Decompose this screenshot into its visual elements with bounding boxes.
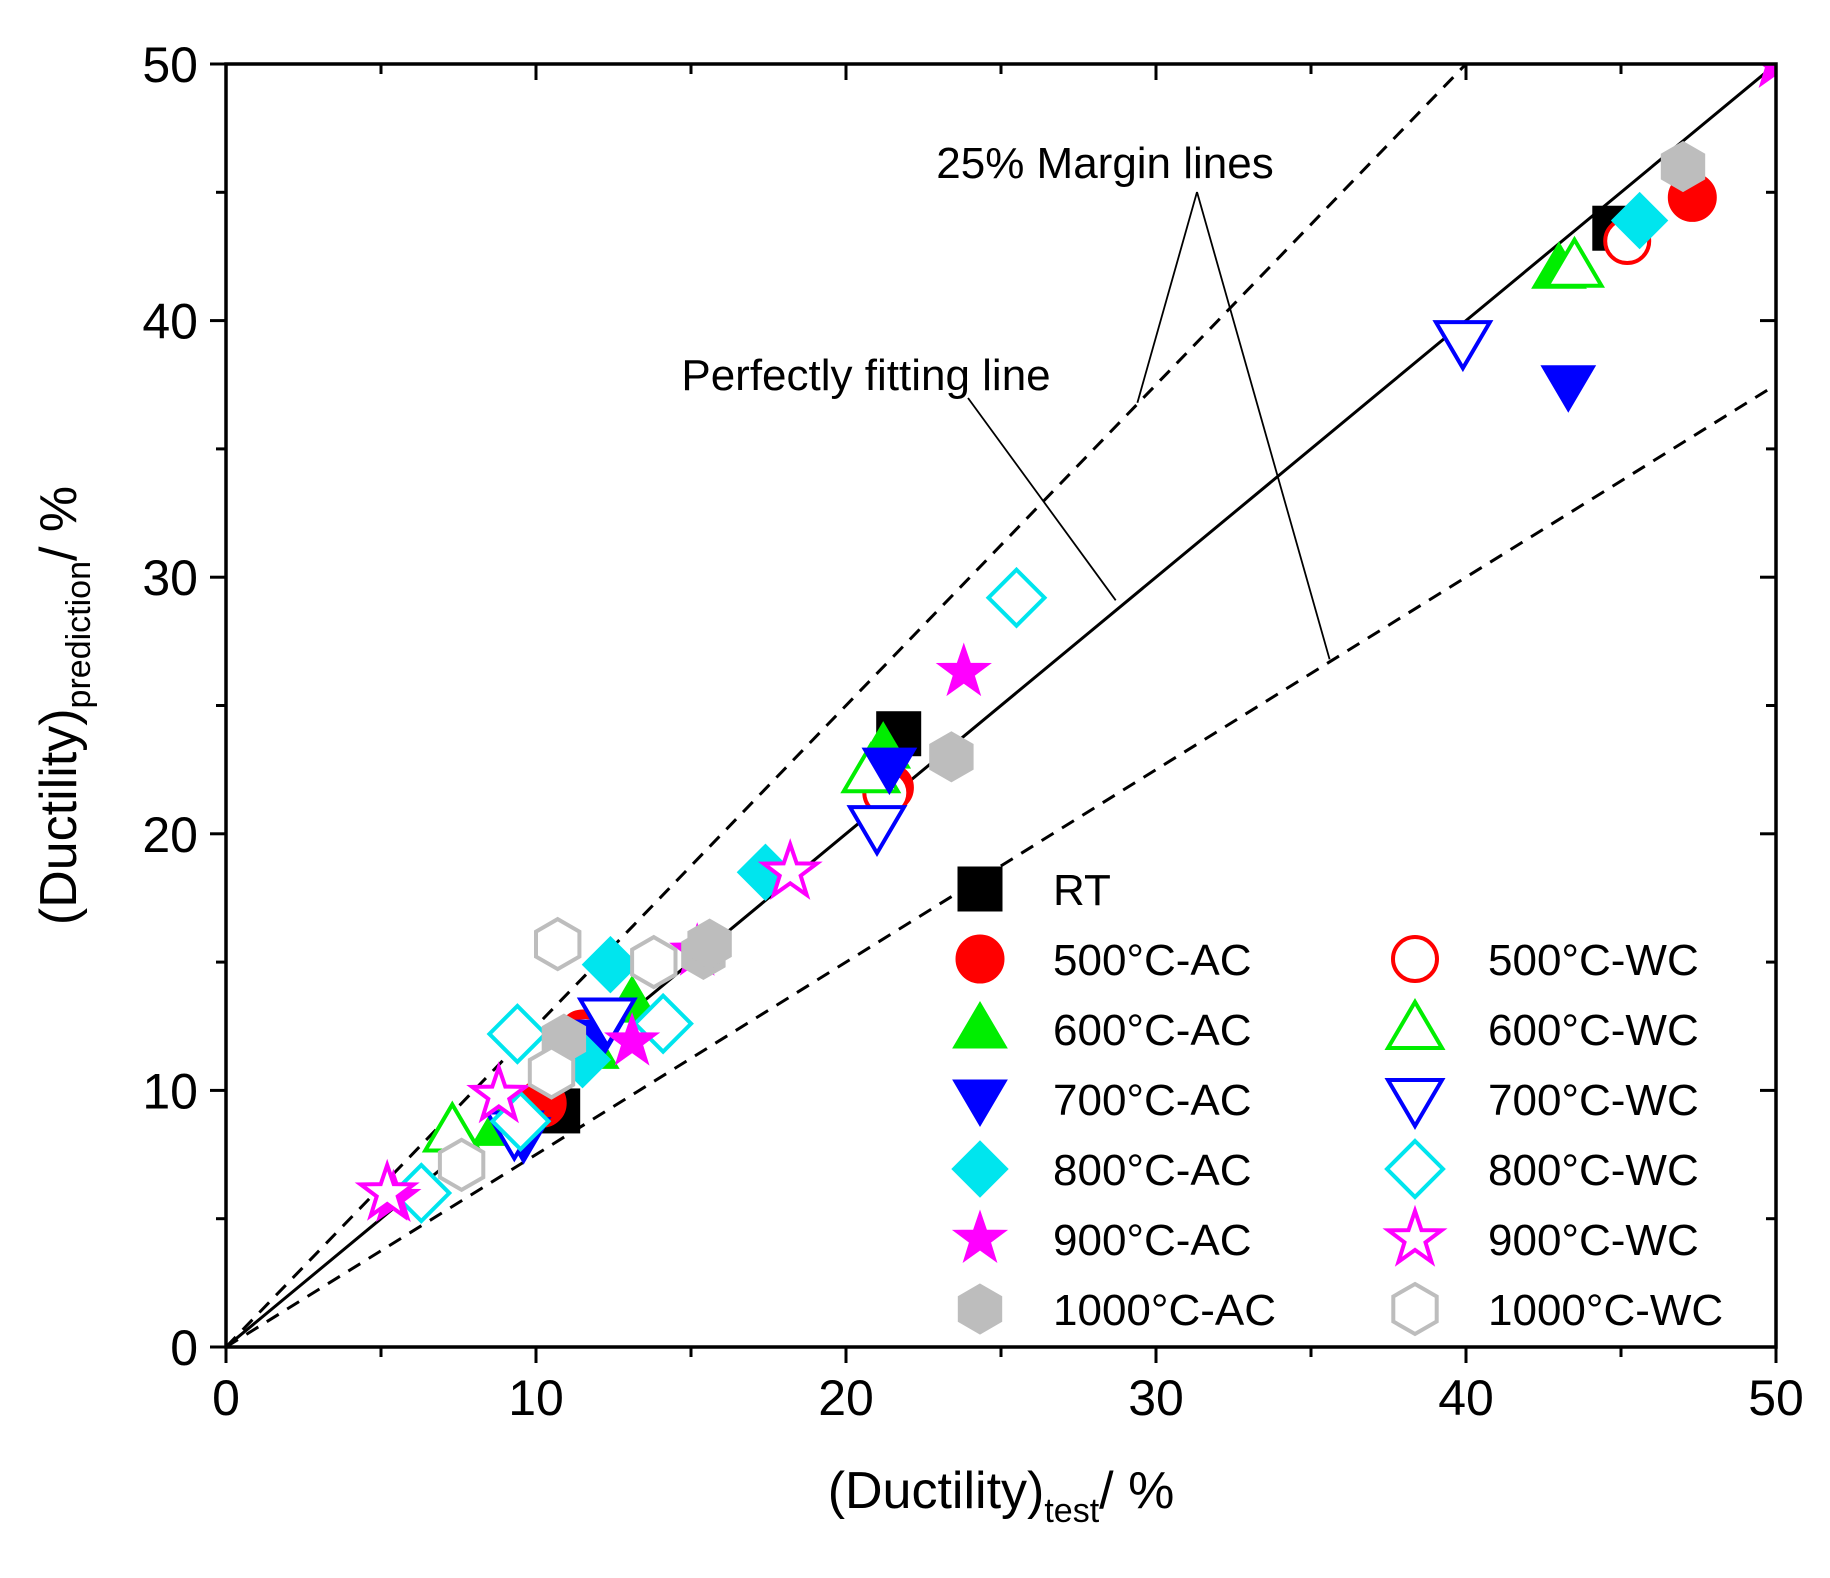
point-700c-wc	[576, 997, 638, 1050]
point-700c-ac	[1540, 365, 1597, 413]
x-tick-label: 50	[1748, 1370, 1804, 1426]
point-800c-ac	[581, 935, 640, 994]
y-axis-title: (Ductility)prediction/ %	[30, 486, 98, 925]
point-900c-wc	[757, 838, 823, 900]
legend-marker-600c-ac	[952, 1001, 1008, 1049]
perfect-fit-label: Perfectly fitting line	[681, 351, 1050, 400]
legend-label-700c-ac: 700°C-AC	[1053, 1076, 1252, 1125]
point-1000c-ac	[1660, 141, 1706, 193]
margin-leader-lower	[1196, 191, 1331, 660]
legend-marker-500c-ac	[955, 934, 1005, 984]
legend-marker-900c-wc	[1382, 1204, 1448, 1267]
point-1000c-wc	[534, 916, 582, 972]
legend-marker-rt	[957, 866, 1003, 912]
point-1000c-wc	[437, 1137, 486, 1193]
legend-marker-800c-wc	[1384, 1138, 1446, 1200]
x-tick-label: 30	[1128, 1370, 1184, 1426]
x-tick-label: 20	[818, 1370, 874, 1426]
legend-marker-600c-wc	[1384, 998, 1446, 1050]
legend-label-600c-ac: 600°C-AC	[1053, 1006, 1252, 1055]
point-900c-wc	[354, 1158, 420, 1221]
margin-lines-label: 25% Margin lines	[936, 139, 1274, 188]
point-1000c-ac	[929, 731, 974, 783]
legend-marker-700c-ac	[952, 1079, 1008, 1127]
point-700c-wc	[846, 805, 908, 858]
point-800c-wc	[486, 1003, 549, 1065]
upper-25-margin-line	[226, 64, 1468, 1347]
legend-marker-1000c-ac	[957, 1283, 1003, 1335]
axis-ticks: 0 10 20 30 40 50 0 10 20 30 40 50	[142, 37, 1803, 1426]
legend-marker-500c-wc	[1391, 935, 1439, 983]
point-800c-wc	[985, 566, 1048, 629]
legend-marker-800c-ac	[951, 1140, 1009, 1198]
point-800c-ac	[1610, 191, 1669, 250]
legend-label-1000c-ac: 1000°C-AC	[1053, 1286, 1276, 1335]
legend-label-800c-ac: 800°C-AC	[1053, 1146, 1252, 1195]
x-tick-label: 0	[212, 1370, 240, 1426]
lower-25-margin-line	[226, 383, 1776, 1347]
point-1000c-wc	[527, 1045, 576, 1100]
x-tick-label: 40	[1438, 1370, 1494, 1426]
point-900c-ac	[604, 1012, 661, 1066]
x-tick-label: 10	[508, 1370, 564, 1426]
point-900c-wc	[466, 1061, 532, 1124]
y-tick-label: 30	[142, 550, 198, 606]
annotations: 25% Margin lines Perfectly fitting line	[681, 139, 1331, 660]
point-700c-wc	[1432, 320, 1494, 373]
perfect-fit-leader	[967, 397, 1117, 601]
legend-label-500c-wc: 500°C-WC	[1488, 936, 1699, 985]
legend-label-900c-ac: 900°C-AC	[1053, 1216, 1252, 1265]
point-1000c-ac	[687, 918, 732, 970]
y-tick-label: 10	[142, 1063, 198, 1119]
legend-label-1000c-wc: 1000°C-WC	[1488, 1286, 1723, 1335]
y-tick-label: 0	[170, 1320, 198, 1376]
point-700c-ac	[861, 747, 918, 796]
legend-marker-700c-wc	[1384, 1078, 1446, 1130]
legend-label-600c-wc: 600°C-WC	[1488, 1006, 1699, 1055]
point-1000c-wc	[630, 934, 678, 990]
point-600c-wc	[1544, 235, 1605, 288]
y-tick-label: 50	[142, 37, 198, 93]
legend: RT 500°C-AC 500°C-WC 600°C-AC 600°C-WC 700°C-…	[951, 866, 1723, 1337]
data-points	[354, 64, 1776, 1224]
y-tick-label: 40	[142, 294, 198, 350]
legend-label-700c-wc: 700°C-WC	[1488, 1076, 1699, 1125]
legend-label-800c-wc: 800°C-WC	[1488, 1146, 1699, 1195]
x-axis-title: (Ductility)test/ %	[828, 1462, 1175, 1530]
legend-marker-900c-ac	[951, 1209, 1009, 1263]
point-900c-ac	[935, 642, 992, 697]
legend-marker-1000c-wc	[1391, 1281, 1439, 1337]
point-900c-ac	[1758, 64, 1776, 88]
y-tick-label: 20	[142, 807, 198, 863]
legend-label-900c-wc: 900°C-WC	[1488, 1216, 1699, 1265]
axis-titles: (Ductility)test/ % (Ductility)prediction/…	[30, 486, 1174, 1530]
legend-label-rt: RT	[1053, 866, 1111, 915]
margin-leader-upper	[1136, 191, 1198, 403]
legend-label-500c-ac: 500°C-AC	[1053, 936, 1252, 985]
